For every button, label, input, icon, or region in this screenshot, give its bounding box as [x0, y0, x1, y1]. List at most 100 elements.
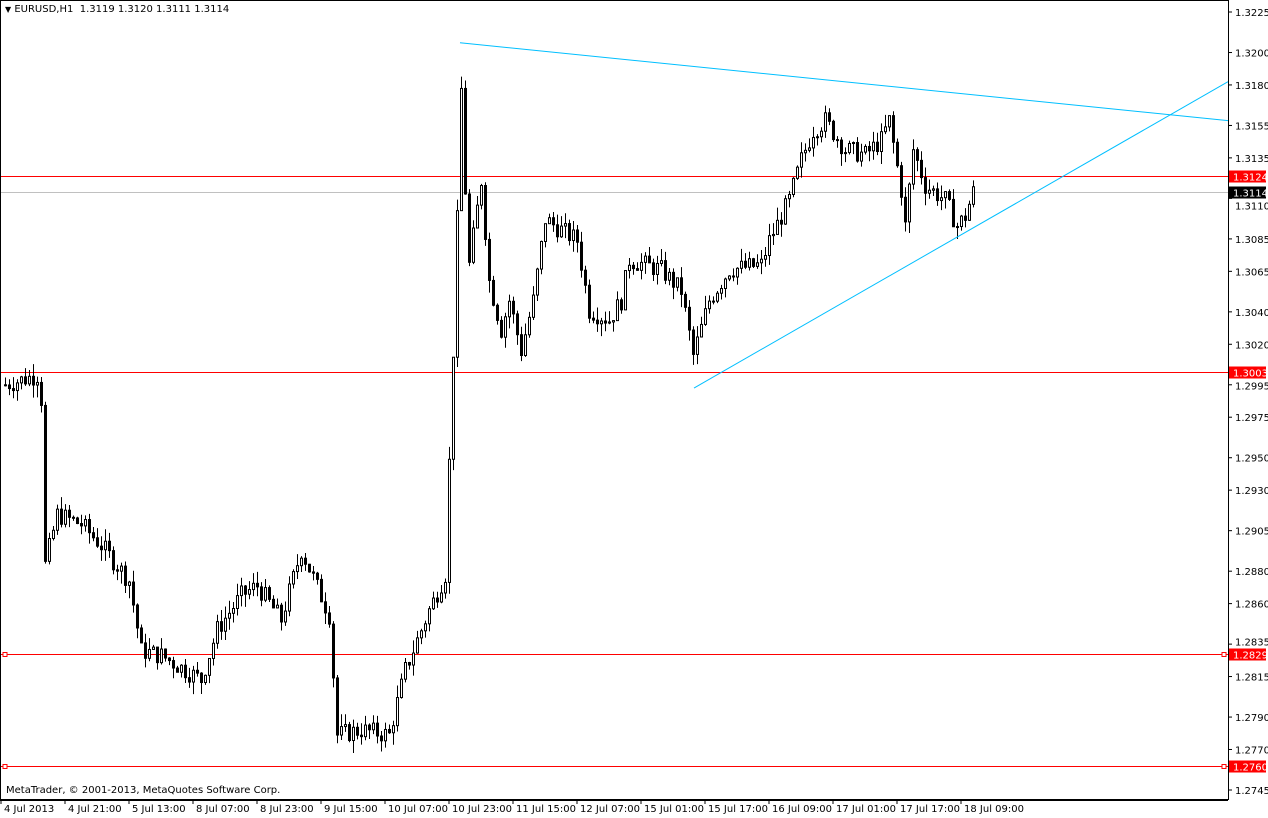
y-tick-label: 1.2950: [1235, 454, 1268, 465]
candle-body: [652, 262, 655, 275]
candle-body: [356, 726, 359, 736]
candle-body: [932, 188, 935, 191]
candle-body: [240, 585, 243, 597]
y-tick-label: 1.3180: [1235, 81, 1268, 92]
candle-body: [460, 87, 463, 212]
x-tick-label: 9 Jul 15:00: [324, 804, 378, 815]
candle-body: [160, 648, 163, 664]
candle-body: [780, 219, 783, 225]
candle-body: [840, 139, 843, 155]
candle-body: [772, 233, 775, 237]
candle-body: [252, 582, 255, 591]
candle-body: [724, 278, 727, 289]
candle-body: [692, 329, 695, 355]
x-tick-label: 15 Jul 01:00: [644, 804, 704, 815]
candle-body: [152, 646, 155, 650]
candle-body: [612, 320, 615, 323]
candle-body: [648, 255, 651, 264]
candle-body: [232, 607, 235, 614]
x-tick-label: 8 Jul 23:00: [260, 804, 314, 815]
candle-body: [352, 726, 355, 742]
candle-body: [712, 300, 715, 303]
plot-border: [0, 0, 1229, 800]
candle-body: [308, 563, 311, 573]
candle-body: [892, 115, 895, 143]
candle-body: [572, 229, 575, 242]
y-tick-label: 1.2860: [1235, 600, 1268, 611]
copyright-text: MetaTrader, © 2001-2013, MetaQuotes Soft…: [6, 785, 281, 796]
candle-body: [288, 583, 291, 612]
candle-body: [864, 145, 867, 153]
trendline: [459, 42, 1229, 122]
candle-body: [556, 224, 559, 238]
x-tick-label: 12 Jul 07:00: [580, 804, 640, 815]
candle-body: [552, 217, 555, 226]
candle-body: [604, 320, 607, 324]
candle-body: [360, 734, 363, 738]
candle-body: [264, 587, 267, 601]
candle-body: [56, 508, 59, 531]
candle-body: [504, 316, 507, 338]
candle-body: [284, 610, 287, 623]
candle-body: [96, 537, 99, 547]
candle-body: [564, 223, 567, 227]
candle-body: [200, 672, 203, 684]
candle-body: [296, 565, 299, 573]
candle-body: [820, 130, 823, 138]
candle-body: [128, 581, 131, 586]
candle-body: [752, 258, 755, 267]
candle-body: [796, 166, 799, 179]
candle-body: [72, 516, 75, 519]
candle-body: [192, 669, 195, 683]
y-tick-label: 1.2835: [1235, 638, 1268, 649]
candle-body: [488, 238, 491, 281]
candle-body: [736, 267, 739, 278]
candle-body: [700, 323, 703, 338]
x-tick-label: 16 Jul 09:00: [772, 804, 832, 815]
candle-body: [376, 722, 379, 737]
y-tick-label: 1.3065: [1235, 267, 1268, 278]
candle-body: [660, 260, 663, 264]
candle-body: [872, 141, 875, 152]
candle-body: [16, 382, 19, 392]
candle-body: [768, 235, 771, 257]
candle-body: [576, 229, 579, 243]
candle-body: [964, 215, 967, 221]
candle-body: [928, 189, 931, 194]
candle-body: [44, 404, 47, 562]
candle-body: [248, 589, 251, 595]
candle-body: [608, 321, 611, 324]
candle-body: [312, 571, 315, 574]
candle-body: [124, 565, 127, 586]
candle-body: [732, 275, 735, 278]
candle-body: [140, 627, 143, 644]
candle-body: [948, 191, 951, 200]
candle-body: [524, 334, 527, 357]
candle-body: [280, 604, 283, 623]
candle-body: [272, 598, 275, 609]
triangle-down-icon[interactable]: ▼: [5, 5, 12, 14]
candle-body: [848, 142, 851, 154]
candle-body: [144, 642, 147, 659]
x-tick-label: 10 Jul 07:00: [388, 804, 448, 815]
candle-body: [52, 529, 55, 540]
candle-body: [884, 126, 887, 133]
x-tick-label: 8 Jul 07:00: [196, 804, 250, 815]
candle-body: [860, 151, 863, 162]
level-price-label: 1.2760: [1233, 763, 1268, 774]
candle-body: [668, 271, 671, 281]
candle-body: [380, 735, 383, 742]
candle-body: [436, 597, 439, 603]
bid-price-badge: [1229, 186, 1266, 199]
candle-body: [824, 112, 827, 132]
candle-body: [48, 538, 51, 562]
candle-body: [464, 87, 467, 195]
candle-body: [396, 697, 399, 727]
candle-body: [896, 141, 899, 167]
candle-body: [104, 540, 107, 551]
candle-body: [168, 657, 171, 662]
candle-body: [316, 572, 319, 580]
ohlc-readout: 1.3119 1.3120 1.3111 1.3114: [79, 4, 230, 15]
candle-body: [776, 219, 779, 235]
